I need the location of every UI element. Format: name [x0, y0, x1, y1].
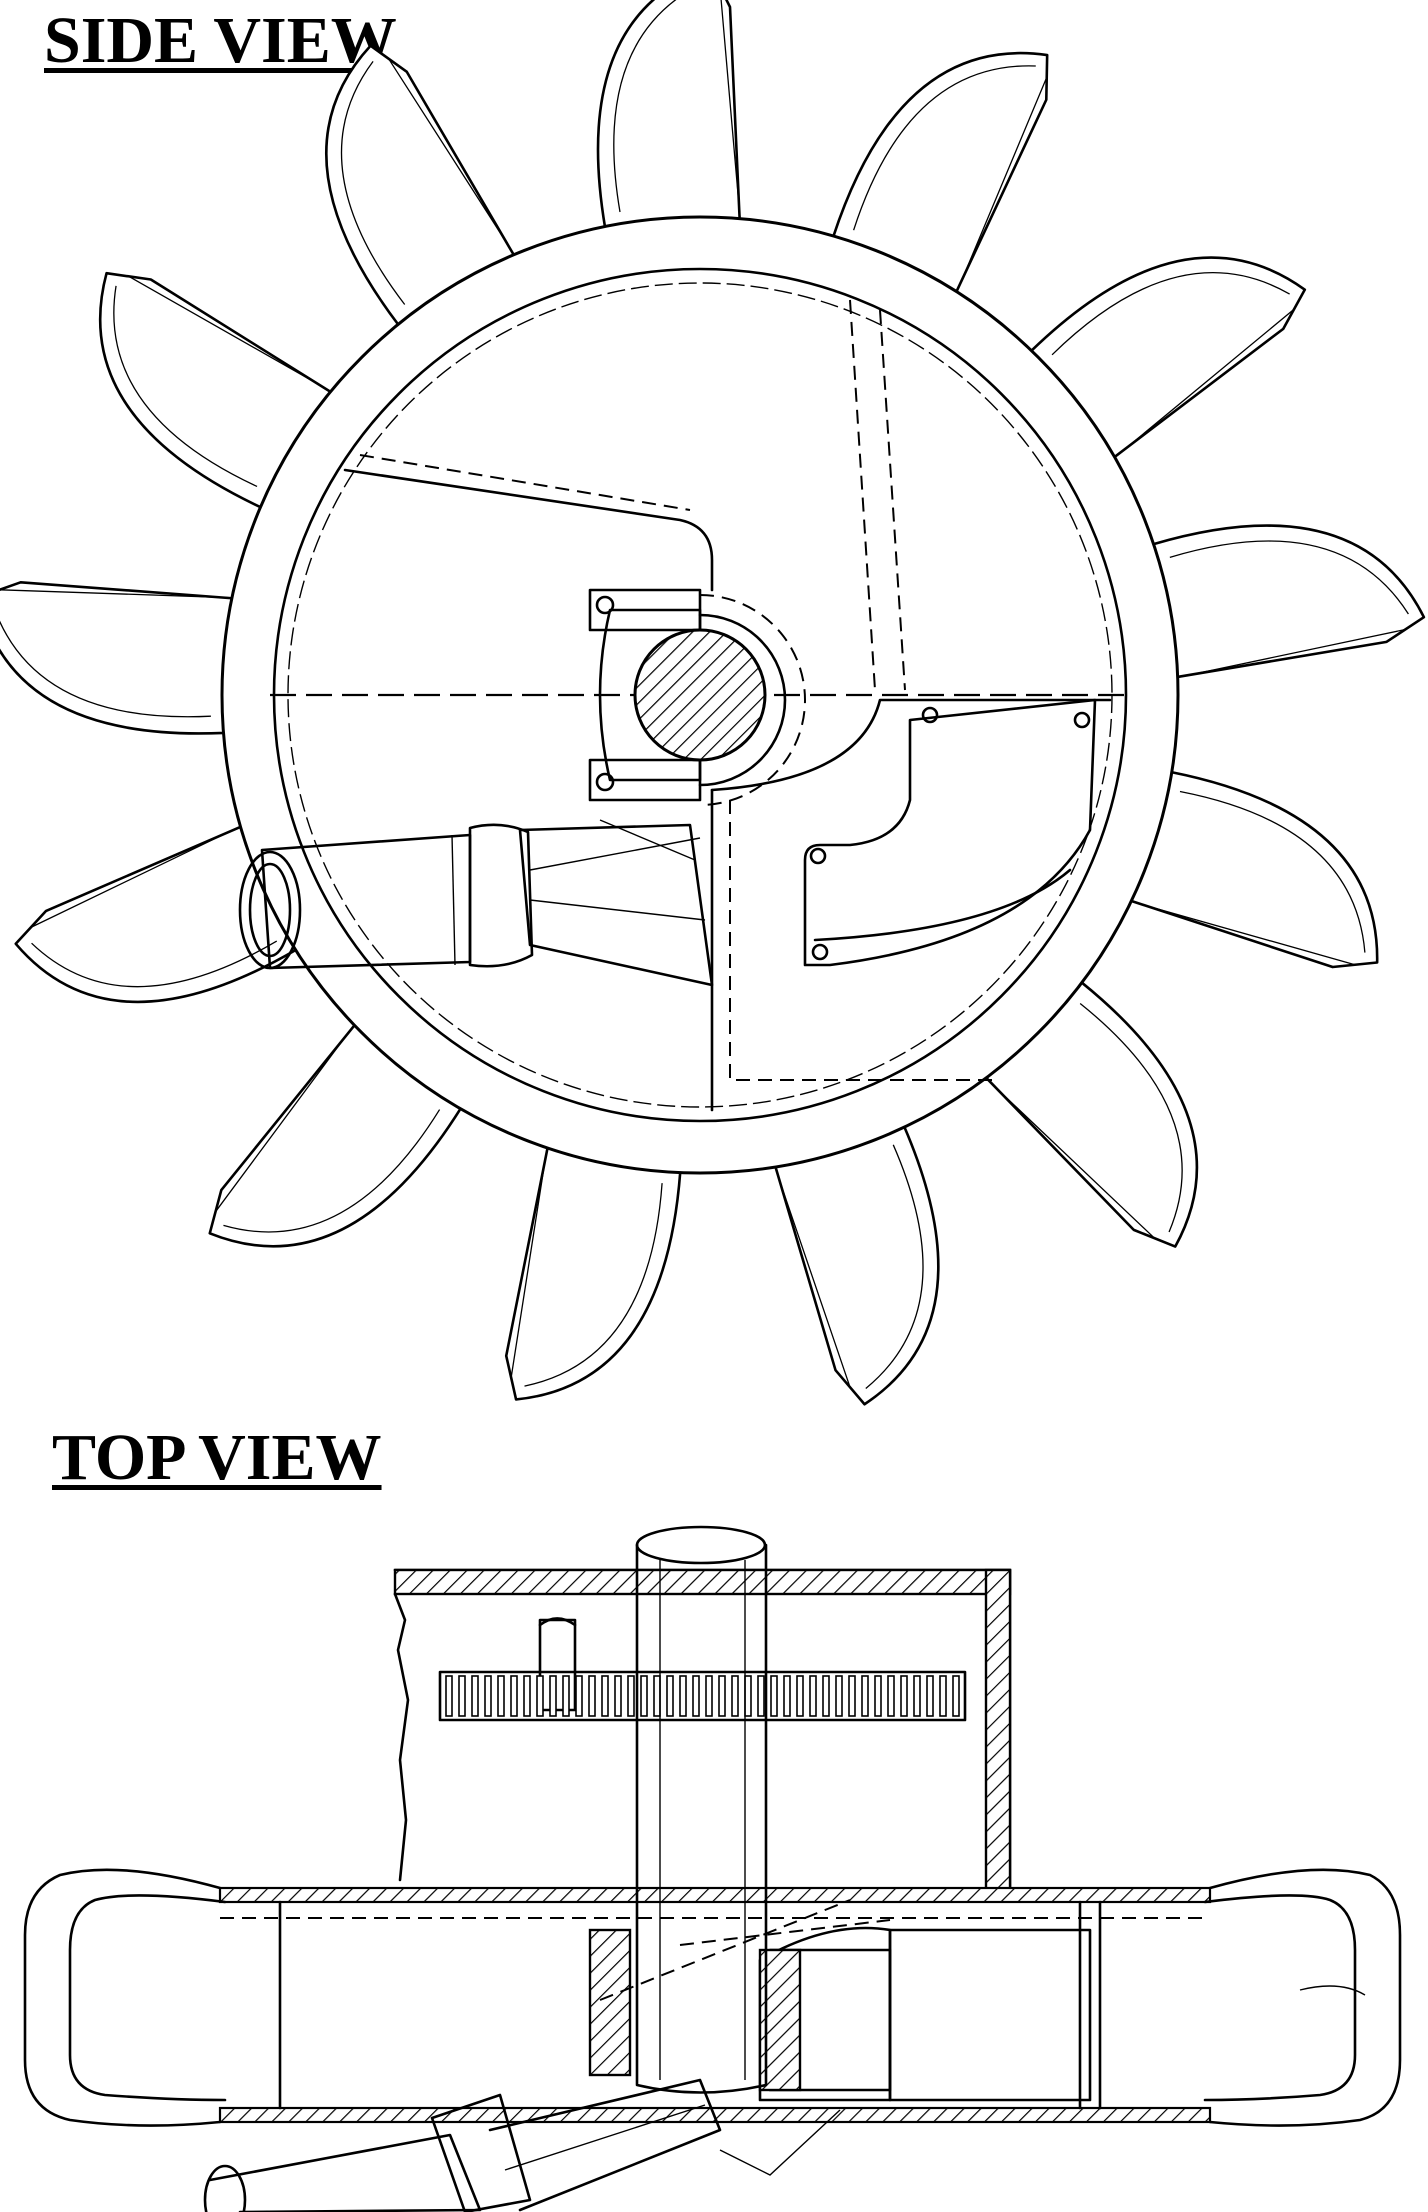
gear-tooth [497, 1675, 505, 1717]
gear-tooth [549, 1675, 557, 1717]
upper-bracket-hidden-edge [359, 454, 691, 511]
gear-tooth [679, 1675, 687, 1717]
gear-tooth [705, 1675, 713, 1717]
pipe-coupling [468, 823, 534, 968]
gear-tooth [536, 1675, 544, 1717]
gear-tooth [627, 1675, 635, 1717]
gear-tooth [900, 1675, 908, 1717]
gear-tooth [731, 1675, 739, 1717]
mounting-bolt [1073, 711, 1091, 729]
top-view-drawing [23, 1525, 1402, 2212]
bucket [504, 1138, 682, 1401]
bucket [771, 1125, 940, 1406]
right-bucket [1203, 1868, 1402, 2127]
pipe-opening [238, 850, 302, 970]
gear-tooth [796, 1675, 804, 1717]
top-pipe-coupling [430, 2093, 532, 2212]
bucket [832, 51, 1049, 301]
gear-teeth [445, 1675, 960, 1717]
gear-tooth [913, 1675, 921, 1717]
gear-tooth [809, 1675, 817, 1717]
gear-tooth [458, 1675, 466, 1717]
gear-tooth [926, 1675, 934, 1717]
gear-tooth [835, 1675, 843, 1717]
gear-tooth [952, 1675, 960, 1717]
hub-clamp-right [698, 613, 787, 787]
gear-tooth [757, 1675, 765, 1717]
main-shaft [588, 1525, 851, 2094]
gear-tooth [588, 1675, 596, 1717]
bucket [0, 580, 242, 735]
gear-tooth [471, 1675, 479, 1717]
mounting-bolt [809, 847, 827, 865]
top-view-title: TOP VIEW [52, 1421, 382, 1494]
side-view-title: SIDE VIEW [44, 4, 397, 77]
gear-tooth [523, 1675, 531, 1717]
top-inlet-pipe [203, 2078, 841, 2212]
mounting-plate-slot [813, 868, 1072, 942]
hub-assembly [588, 588, 806, 806]
gear-tooth [770, 1675, 778, 1717]
wheel-body [218, 1886, 1212, 2124]
gear-tooth [692, 1675, 700, 1717]
gear-tooth [744, 1675, 752, 1717]
gear-tooth [562, 1675, 570, 1717]
spur-gear [438, 1670, 967, 1722]
bucket [1029, 256, 1307, 464]
bucket [208, 1017, 463, 1248]
side-view-drawing [0, 0, 1426, 1406]
gear-tooth [783, 1675, 791, 1717]
gear-tooth [861, 1675, 869, 1717]
hub-hidden-collar [699, 594, 806, 806]
drive-spindle [538, 1617, 577, 1712]
gear-tooth [575, 1675, 583, 1717]
mounting-bolt [811, 943, 829, 961]
inlet-pipe [238, 819, 714, 987]
gear-tooth [484, 1675, 492, 1717]
bucket [325, 44, 520, 327]
lower-plate-edge [710, 698, 1112, 792]
gear-tooth [640, 1675, 648, 1717]
bucket [979, 981, 1199, 1248]
gear-tooth [445, 1675, 453, 1717]
bucket [98, 271, 339, 509]
water-wheel-buckets [0, 0, 1426, 1406]
bucket [14, 822, 298, 1004]
bucket [596, 0, 742, 229]
upper-bracket-plate [343, 468, 714, 592]
gear-tooth [510, 1675, 518, 1717]
plate-hidden-outline [729, 800, 1000, 1081]
gear-tooth [601, 1675, 609, 1717]
gear-tooth [653, 1675, 661, 1717]
shaft-top [635, 1525, 767, 1565]
gear-tooth [848, 1675, 856, 1717]
top-pipe-opening [203, 2164, 247, 2212]
left-bucket [23, 1868, 227, 2127]
gearbox-housing [393, 1568, 1012, 1897]
gear-tooth [874, 1675, 882, 1717]
gear-tooth [822, 1675, 830, 1717]
gear-tooth [939, 1675, 947, 1717]
shaft-section [633, 628, 767, 762]
gear-tooth [718, 1675, 726, 1717]
bucket [1151, 524, 1426, 680]
hidden-plate-edge-2 [879, 309, 906, 691]
mounting-plate [803, 698, 1097, 967]
gear-tooth [666, 1675, 674, 1717]
bucket [1122, 770, 1379, 969]
gear-tooth [614, 1675, 622, 1717]
shaft-bearing-left [588, 1928, 632, 2077]
inner-chamber [679, 1919, 1092, 2102]
gear-tooth [887, 1675, 895, 1717]
mounting-bolt [921, 706, 939, 724]
